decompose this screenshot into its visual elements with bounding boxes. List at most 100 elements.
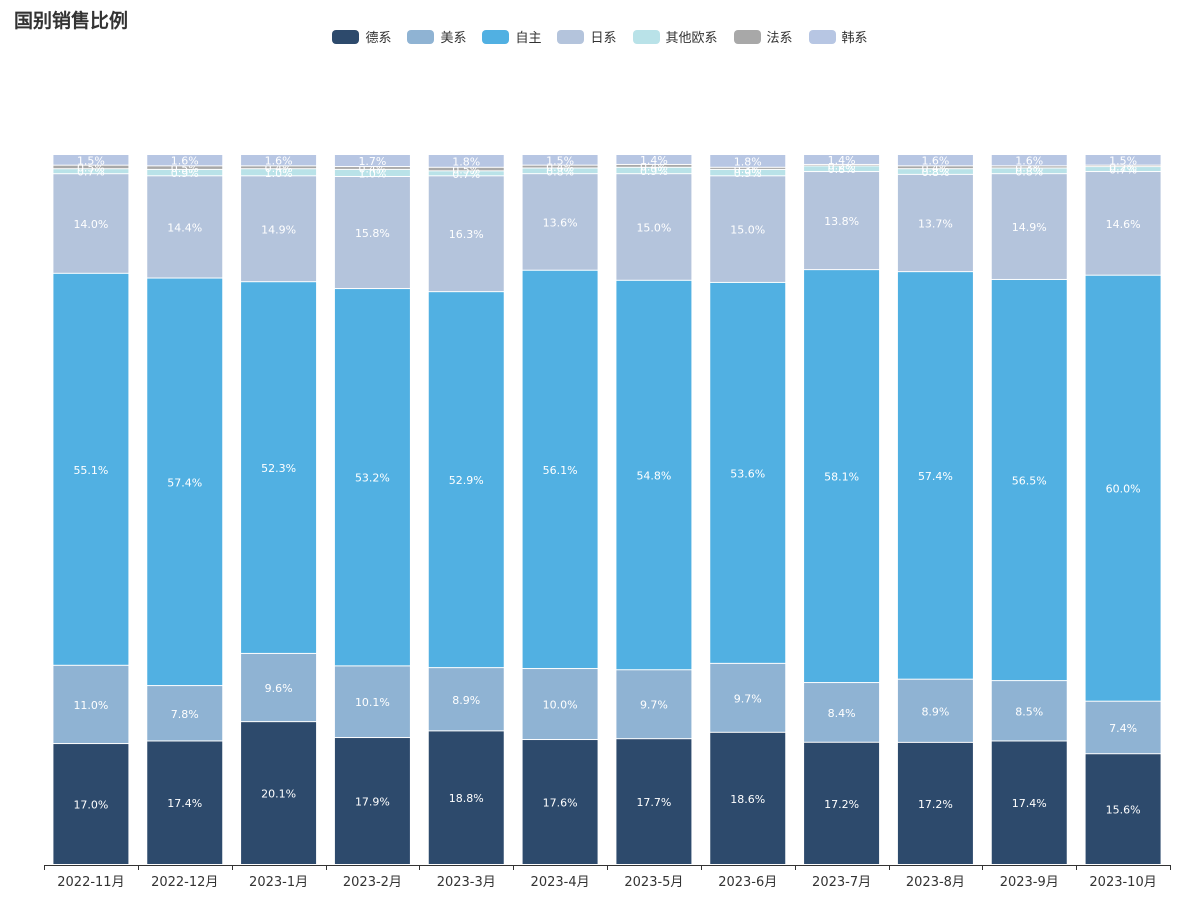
bar-segment[interactable]	[897, 166, 973, 169]
bar-segment[interactable]	[804, 742, 880, 864]
bar-segment[interactable]	[804, 172, 880, 270]
bar-segment[interactable]	[710, 176, 786, 282]
bar-segment[interactable]	[710, 169, 786, 176]
bar-segment[interactable]	[241, 155, 317, 166]
bar-segment[interactable]	[1085, 172, 1161, 275]
bar-segment[interactable]	[241, 169, 317, 176]
bar-segment[interactable]	[522, 165, 598, 168]
bar-segment[interactable]	[334, 155, 410, 167]
bar-segment[interactable]	[522, 155, 598, 165]
bar-segment[interactable]	[710, 282, 786, 663]
bar-value-label: 8.4%	[828, 707, 856, 720]
chart-legend: 德系 美系 自主 日系 其他欧系 法系 韩系	[0, 27, 1200, 46]
bar-segment[interactable]	[334, 666, 410, 738]
bar-segment[interactable]	[428, 668, 504, 731]
bar-segment[interactable]	[991, 741, 1067, 864]
bar-segment[interactable]	[53, 665, 129, 744]
bar-segment[interactable]	[897, 174, 973, 272]
bar-segment[interactable]	[428, 171, 504, 176]
bar-segment[interactable]	[522, 740, 598, 864]
bar-segment[interactable]	[147, 155, 223, 166]
bar-segment[interactable]	[897, 272, 973, 679]
bar-value-label: 14.6%	[1106, 218, 1141, 231]
bar-segment[interactable]	[991, 168, 1067, 174]
bar-segment[interactable]	[241, 282, 317, 653]
bar-segment[interactable]	[334, 169, 410, 176]
bar-segment[interactable]	[710, 663, 786, 732]
legend-item[interactable]: 自主	[482, 27, 541, 46]
bar-segment[interactable]	[1085, 275, 1161, 701]
bar-segment[interactable]	[991, 155, 1067, 166]
bar-segment[interactable]	[1085, 165, 1161, 167]
bar-segment[interactable]	[147, 278, 223, 686]
bar-segment[interactable]	[897, 742, 973, 864]
bar-segment[interactable]	[1085, 701, 1161, 754]
bar-segment[interactable]	[1085, 155, 1161, 165]
bar-segment[interactable]	[522, 270, 598, 669]
bar-segment[interactable]	[428, 176, 504, 292]
legend-item[interactable]: 法系	[733, 27, 793, 46]
bar-segment[interactable]	[991, 174, 1067, 279]
bar-segment[interactable]	[616, 739, 692, 864]
bar-segment[interactable]	[53, 165, 129, 169]
bar-segment[interactable]	[804, 164, 880, 166]
bar-segment[interactable]	[334, 289, 410, 666]
legend-item[interactable]: 德系	[332, 27, 391, 46]
bar-segment[interactable]	[334, 167, 410, 169]
bar-value-label: 1.6%	[1015, 155, 1043, 168]
bar-segment[interactable]	[428, 167, 504, 171]
bar-segment[interactable]	[710, 167, 786, 169]
bar-segment[interactable]	[334, 738, 410, 864]
bar-segment[interactable]	[241, 722, 317, 864]
bar-segment[interactable]	[1085, 754, 1161, 864]
bar-segment[interactable]	[804, 166, 880, 172]
bar-segment[interactable]	[428, 731, 504, 864]
bar-segment[interactable]	[147, 741, 223, 864]
bar-segment[interactable]	[147, 166, 223, 169]
bar-segment[interactable]	[522, 174, 598, 270]
bar-segment[interactable]	[804, 270, 880, 683]
bar-segment[interactable]	[147, 176, 223, 278]
bar-segment[interactable]	[804, 155, 880, 164]
legend-label: 日系	[590, 31, 617, 46]
bar-segment[interactable]	[897, 679, 973, 742]
bar-segment[interactable]	[522, 669, 598, 740]
bar-segment[interactable]	[241, 166, 317, 169]
bar-value-label: 55.1%	[73, 464, 108, 477]
bar-segment[interactable]	[147, 686, 223, 741]
bar-segment[interactable]	[710, 155, 786, 167]
bar-segment[interactable]	[53, 169, 129, 174]
bar-segment[interactable]	[53, 744, 129, 864]
bar-segment[interactable]	[616, 167, 692, 174]
bar-segment[interactable]	[616, 670, 692, 739]
bar-segment[interactable]	[147, 169, 223, 176]
bar-segment[interactable]	[522, 168, 598, 174]
bar-segment[interactable]	[53, 174, 129, 273]
bar-segment[interactable]	[428, 292, 504, 668]
bar-segment[interactable]	[241, 176, 317, 282]
legend-label: 韩系	[841, 31, 868, 46]
bar-segment[interactable]	[334, 176, 410, 289]
bar-segment[interactable]	[616, 155, 692, 164]
bar-segment[interactable]	[53, 273, 129, 665]
legend-item[interactable]: 韩系	[808, 27, 868, 46]
legend-item[interactable]: 美系	[407, 27, 466, 46]
bar-segment[interactable]	[710, 732, 786, 864]
bar-segment[interactable]	[428, 155, 504, 167]
bar-segment[interactable]	[991, 279, 1067, 681]
bar-segment[interactable]	[616, 174, 692, 280]
legend-item[interactable]: 日系	[557, 27, 617, 46]
bar-segment[interactable]	[53, 155, 129, 165]
bar-segment[interactable]	[804, 683, 880, 742]
bar-segment[interactable]	[1085, 167, 1161, 172]
bar-segment[interactable]	[897, 169, 973, 174]
bar-segment[interactable]	[241, 653, 317, 722]
bar-value-label: 14.4%	[167, 221, 202, 234]
bar-segment[interactable]	[616, 164, 692, 167]
bar-segment[interactable]	[616, 280, 692, 670]
bar-value-label: 17.6%	[543, 797, 578, 810]
bar-segment[interactable]	[897, 155, 973, 166]
bar-segment[interactable]	[991, 166, 1067, 168]
bar-segment[interactable]	[991, 681, 1067, 741]
legend-item[interactable]: 其他欧系	[632, 27, 718, 46]
